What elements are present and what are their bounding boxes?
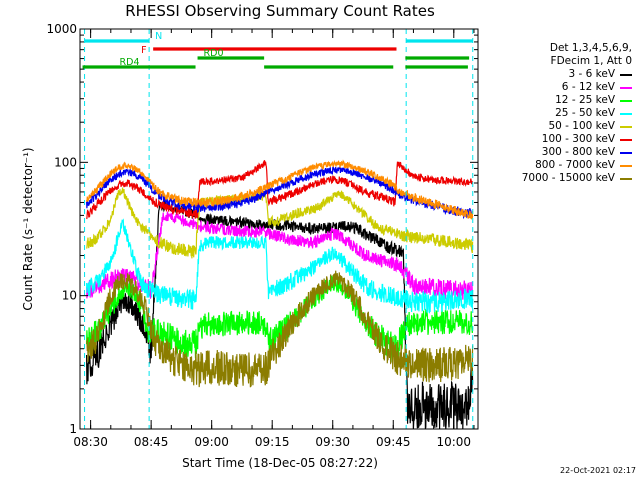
series-line-25-50-kev — [86, 218, 474, 314]
plot-frame — [79, 28, 479, 430]
legend-header-line: FDecim 1, Att 0 — [550, 55, 632, 67]
x-tick-label: 08:30 — [73, 435, 108, 449]
series-line-800-7000-kev — [86, 159, 474, 220]
flag-label-rd4: RD4 — [120, 57, 140, 68]
legend-item-label: 3 - 6 keV — [568, 68, 615, 80]
legend-swatch — [620, 125, 632, 128]
y-tick-label: 1 — [69, 422, 77, 436]
legend-item-label: 12 - 25 keV — [555, 94, 615, 106]
legend-item-label: 50 - 100 keV — [548, 120, 615, 132]
legend-item-label: 100 - 300 keV — [541, 133, 615, 145]
legend-item: 12 - 25 keV — [472, 94, 632, 107]
x-tick-label: 09:45 — [376, 435, 411, 449]
legend-swatch — [620, 138, 632, 141]
series-line-7000-15000-kev — [86, 270, 474, 388]
series-line-50-100-kev — [86, 187, 474, 259]
series-line-300-800-kev — [86, 166, 474, 220]
flag-label-rd0: RD0 — [204, 48, 224, 59]
flag-label-f: F — [141, 45, 146, 56]
legend-item: 7000 - 15000 keV — [472, 172, 632, 185]
footer-timestamp: 22-Oct-2021 02:17 — [560, 466, 636, 475]
legend-item-label: 7000 - 15000 keV — [521, 172, 615, 184]
legend-swatch — [620, 151, 632, 154]
legend-item: 3 - 6 keV — [472, 68, 632, 81]
legend-item-label: 300 - 800 keV — [541, 146, 615, 158]
y-tick-label: 1000 — [46, 22, 77, 36]
y-tick-label: 100 — [54, 155, 77, 169]
legend-swatch — [620, 112, 632, 115]
legend-item: 300 - 800 keV — [472, 146, 632, 159]
legend-item: 25 - 50 keV — [472, 107, 632, 120]
legend-item: 800 - 7000 keV — [472, 159, 632, 172]
legend-swatch — [620, 86, 632, 89]
legend-item-label: 800 - 7000 keV — [535, 159, 615, 171]
y-axis-label: Count Rate (s⁻¹ detector⁻¹) — [21, 147, 35, 310]
y-tick-label: 10 — [62, 289, 77, 303]
legend-swatch — [620, 99, 632, 102]
series-line-100-300-kev — [86, 160, 474, 220]
x-axis-label: Start Time (18-Dec-05 08:27:22) — [182, 456, 378, 470]
x-tick-label: 10:00 — [436, 435, 471, 449]
x-tick-label: 08:45 — [134, 435, 169, 449]
legend-swatch — [620, 164, 632, 167]
legend-item: 6 - 12 keV — [472, 81, 632, 94]
x-tick-label: 09:15 — [255, 435, 290, 449]
chart-title: RHESSI Observing Summary Count Rates — [125, 2, 435, 20]
x-tick-label: 09:30 — [315, 435, 350, 449]
legend-item-label: 6 - 12 keV — [561, 81, 615, 93]
legend-item: 100 - 300 keV — [472, 133, 632, 146]
legend-item: 50 - 100 keV — [472, 120, 632, 133]
legend-swatch — [620, 177, 632, 180]
legend-header-line: Det 1,3,4,5,6,9, — [549, 42, 632, 54]
flag-label-n: N — [155, 31, 162, 42]
series-line-3-6-kev — [86, 200, 474, 430]
x-tick-label: 09:00 — [194, 435, 229, 449]
legend-item-label: 25 - 50 keV — [555, 107, 615, 119]
legend-swatch — [620, 73, 632, 76]
